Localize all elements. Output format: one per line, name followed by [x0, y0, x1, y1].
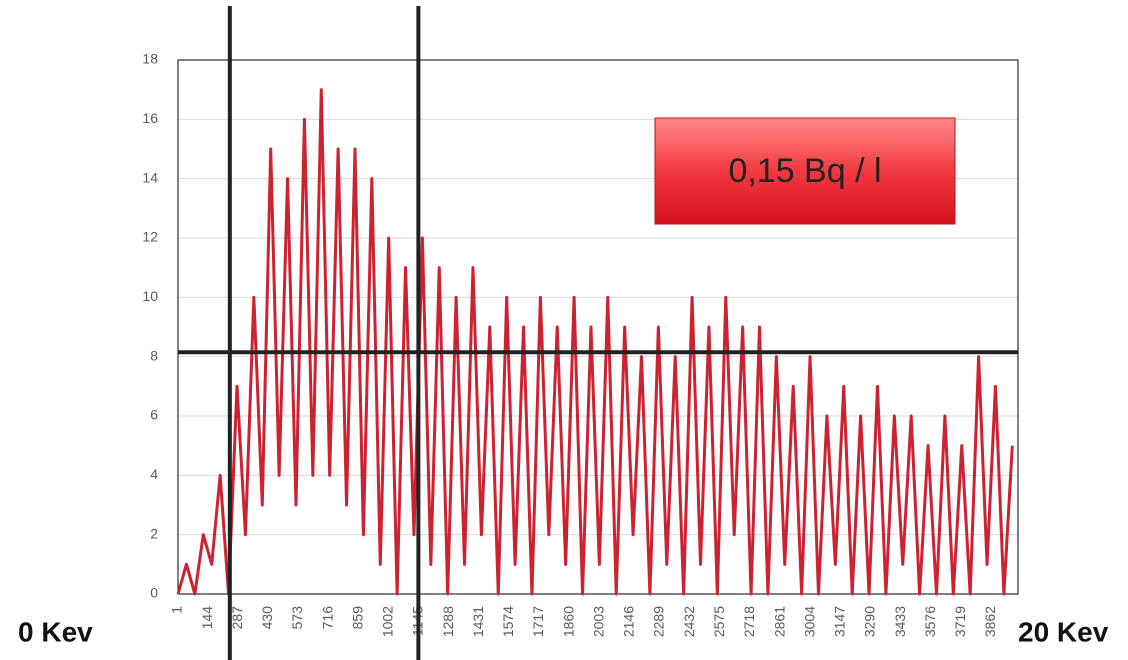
y-tick-label: 8 — [150, 347, 158, 363]
y-tick-label: 18 — [142, 51, 158, 67]
x-tick-label: 1717 — [530, 606, 546, 637]
y-tick-label: 2 — [150, 525, 158, 541]
annotation: 0,15 Bq / l — [728, 152, 881, 190]
x-tick-label: 3290 — [862, 606, 878, 637]
x-tick-label: 716 — [319, 606, 335, 630]
plot-frame — [177, 59, 1019, 595]
x-tick-label: 3862 — [982, 606, 998, 637]
y-tick-label: 10 — [142, 288, 158, 304]
x-tick-label: 859 — [349, 606, 365, 630]
y-tick-label: 14 — [142, 169, 158, 185]
annotation-box — [654, 117, 956, 225]
series — [176, 88, 1014, 596]
x-tick-label: 2003 — [590, 606, 606, 637]
y-tick-label: 6 — [150, 407, 158, 423]
x-tick-label: 3433 — [892, 606, 908, 637]
x-tick-label: 2575 — [711, 606, 727, 637]
x-tick-label: 1431 — [470, 606, 486, 637]
x-tick-label: 2861 — [771, 606, 787, 637]
y-tick-label: 12 — [142, 229, 158, 245]
x-end-label: 20 Kev — [1018, 616, 1109, 647]
x-tick-label: 2289 — [651, 606, 667, 637]
x-tick-label: 1 — [169, 606, 185, 614]
x-tick-label: 2718 — [741, 606, 757, 637]
y-tick-label: 16 — [142, 110, 158, 126]
x-tick-label: 287 — [229, 606, 245, 630]
spectrum-line — [176, 88, 1014, 596]
x-tick-label: 2432 — [681, 606, 697, 637]
x-tick-label: 144 — [199, 606, 215, 630]
x-tick-label: 2146 — [621, 606, 637, 637]
x-tick-label: 1002 — [380, 606, 396, 637]
y-tick-label: 0 — [150, 585, 158, 601]
x-start-label: 0 Kev — [18, 616, 93, 647]
x-tick-label: 1574 — [500, 606, 516, 637]
x-tick-label: 3576 — [922, 606, 938, 637]
markers — [178, 6, 1018, 660]
x-tick-label: 3719 — [952, 606, 968, 637]
x-tick-label: 3147 — [832, 606, 848, 637]
y-tick-label: 4 — [150, 466, 158, 482]
x-tick-label: 573 — [289, 606, 305, 630]
x-tick-label: 3004 — [801, 606, 817, 637]
x-tick-label: 430 — [259, 606, 275, 630]
x-tick-label: 1288 — [440, 606, 456, 637]
x-tick-label: 1860 — [560, 606, 576, 637]
